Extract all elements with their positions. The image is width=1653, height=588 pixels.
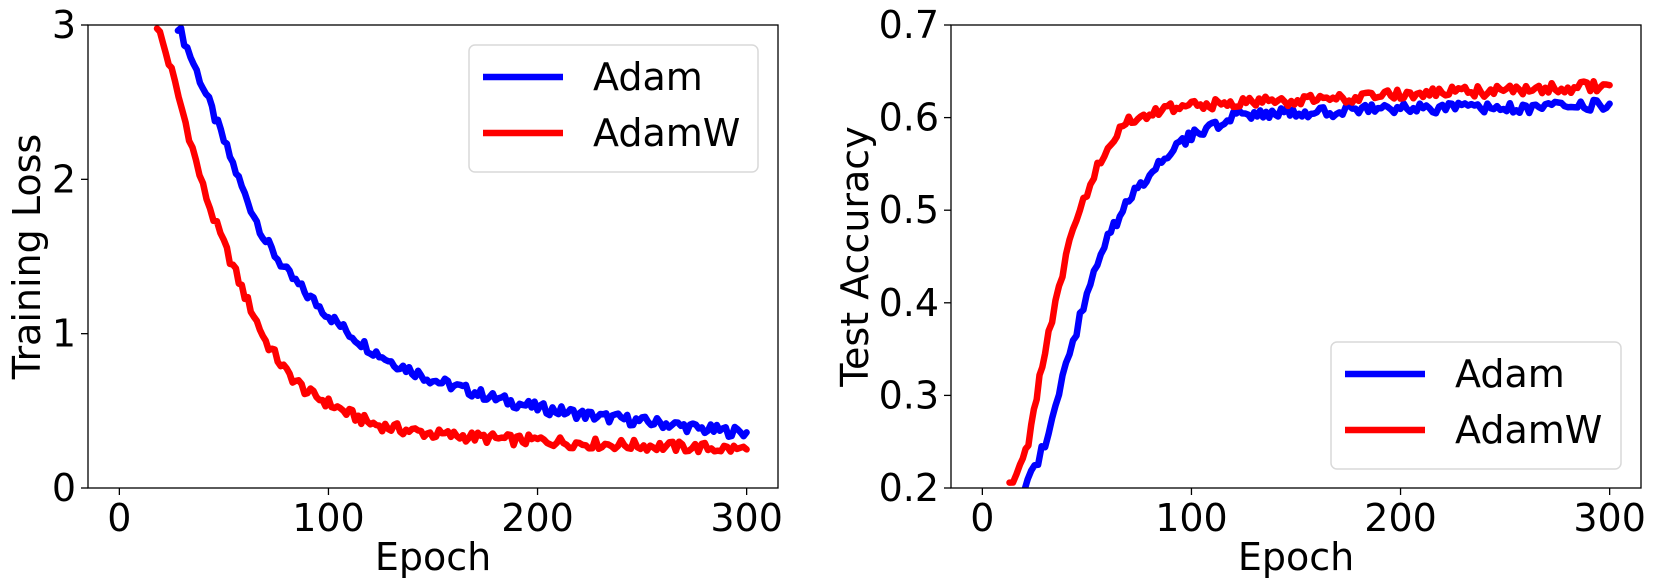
y-tick-label: 0.3: [879, 373, 939, 417]
y-tick-label: 3: [52, 3, 76, 47]
series-group: [1006, 78, 1613, 488]
y-axis-label: Training Loss: [5, 134, 49, 380]
y-tick-label: 0.7: [879, 3, 939, 47]
y-tick-label: 0.6: [879, 96, 939, 140]
y-tick-label: 1: [52, 312, 76, 356]
legend: Adam AdamW: [1330, 341, 1622, 470]
x-tick-label: 0: [970, 496, 994, 540]
legend-label-adamw: AdamW: [593, 111, 740, 155]
legend-label-adamw: AdamW: [1455, 408, 1602, 452]
x-tick-label: 300: [710, 496, 783, 540]
chart-panel-2: 0 100 200 300 0.2 0.3 0.4 0.5 0.6 0.7 Epoch Test Ac…: [833, 3, 1646, 579]
x-tick-label: 200: [501, 496, 574, 540]
x-tick-label: 200: [1364, 496, 1437, 540]
axes-frame: [87, 24, 779, 489]
series-line-adam: [1021, 96, 1613, 488]
y-tick-label: 0.2: [879, 466, 939, 510]
y-axis-label: Test Accuracy: [833, 126, 877, 387]
x-axis-label: Epoch: [1238, 535, 1354, 579]
series-line-adam: [174, 25, 750, 440]
series-group: [153, 25, 750, 456]
x-tick-label: 100: [292, 496, 365, 540]
x-axis-label: Epoch: [375, 535, 491, 579]
legend-label-adam: Adam: [593, 55, 703, 99]
x-tick-label: 300: [1573, 496, 1646, 540]
legend: Adam AdamW: [468, 44, 759, 173]
series-line-adamw: [153, 25, 750, 456]
y-tick-label: 0.5: [879, 188, 939, 232]
series-line-adamw: [1006, 78, 1613, 486]
axes-frame: [950, 24, 1642, 489]
y-tick-label: 0.4: [879, 281, 939, 325]
legend-label-adam: Adam: [1455, 352, 1565, 396]
y-tick-label: 2: [52, 157, 76, 201]
x-tick-label: 0: [107, 496, 131, 540]
y-tick-label: 0: [52, 466, 76, 510]
x-tick-label: 100: [1155, 496, 1228, 540]
